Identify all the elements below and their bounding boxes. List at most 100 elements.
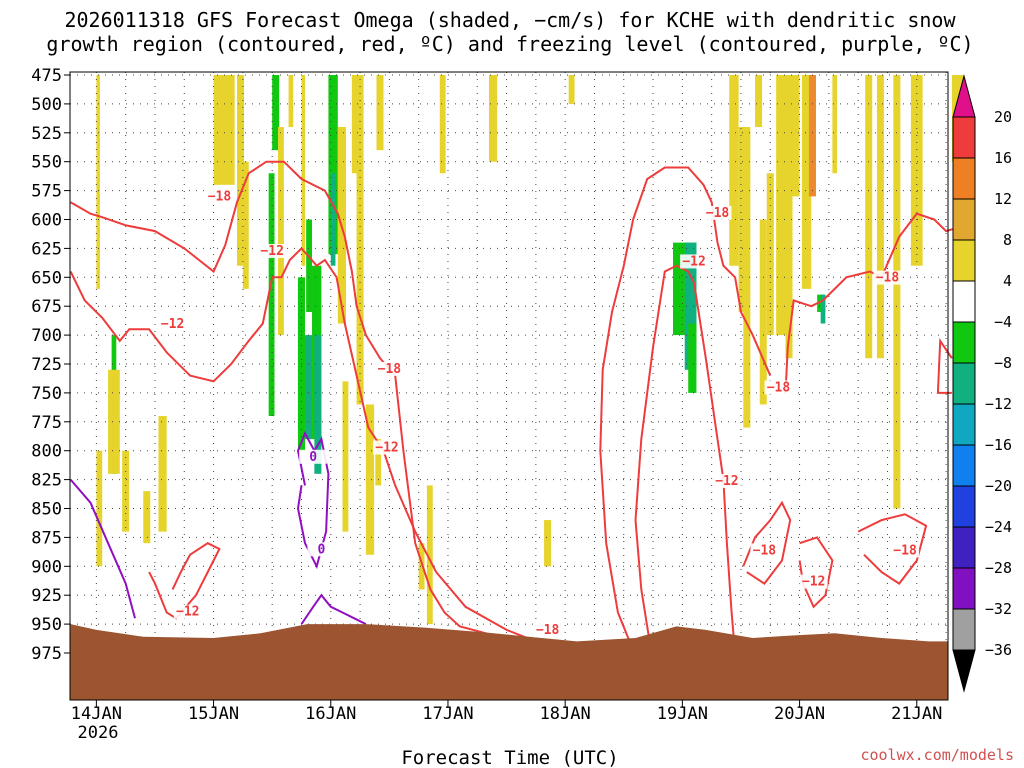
omega-shade-cell — [801, 75, 812, 289]
y-tick-label: 600 — [31, 211, 62, 231]
omega-shade-cell — [288, 75, 294, 128]
y-axis-ticks: 475 500 525 550 575 600 625 650 675 700 725 750 775 8… — [31, 66, 70, 664]
contour-label-bg — [258, 244, 287, 259]
contour-label-bg — [373, 440, 402, 455]
contour-label-bg — [703, 205, 732, 220]
contour-label-bg — [299, 449, 328, 464]
omega-shade-cell — [738, 127, 749, 312]
colorbar-label: 20 — [994, 108, 1012, 126]
colorbar-label: −24 — [985, 518, 1012, 536]
omega-shade-cell — [755, 75, 763, 128]
omega-shade-cell — [808, 75, 816, 197]
omega-shade-cell — [876, 75, 884, 359]
contour-label: −12 — [161, 317, 184, 332]
chart-title-line-2: growth region (contoured, red, ºC) and f… — [46, 32, 973, 56]
y-tick-label: 950 — [31, 615, 62, 635]
omega-shade-cell — [158, 416, 167, 532]
y-tick-label: 550 — [31, 153, 62, 173]
omega-shade-cell — [306, 219, 313, 312]
contour-line — [69, 246, 537, 643]
y-tick-label: 700 — [31, 326, 62, 346]
contour-label-bg — [873, 270, 902, 285]
contour-line — [70, 160, 578, 646]
omega-shade-cell — [568, 75, 575, 104]
colorbar-swatch — [952, 608, 976, 651]
omega-shade-cell — [785, 75, 793, 359]
omega-shade-cell — [418, 543, 425, 590]
y-tick-label: 800 — [31, 442, 62, 462]
contour-label: −18 — [378, 362, 402, 377]
omega-shade-cell — [314, 335, 322, 474]
plot-frame — [69, 71, 949, 701]
colorbar-swatch — [952, 321, 976, 364]
omega-shade-cell — [351, 75, 359, 174]
colorbar-swatch — [952, 444, 976, 487]
contour-line — [296, 431, 330, 570]
contour-line — [936, 337, 953, 394]
colorbar-swatch — [952, 157, 976, 200]
contour-label: −18 — [893, 543, 917, 558]
colorbar-label: −28 — [985, 559, 1012, 577]
contour-line — [148, 542, 221, 620]
contour-label: −12 — [682, 254, 705, 269]
colorbar-swatch — [952, 485, 976, 528]
omega-shade-cell — [488, 75, 498, 162]
chart-title-line-1: 2026011318 GFS Forecast Omega (shaded, −… — [64, 8, 956, 32]
x-tick-label: 16JAN — [305, 704, 356, 724]
omega-shade-cell — [776, 75, 786, 336]
contour-label: −18 — [876, 271, 900, 286]
colorbar-swatch — [952, 567, 976, 610]
contour-label: −12 — [375, 441, 398, 456]
omega-shade-cell — [743, 127, 751, 428]
colorbar-label: 8 — [1003, 231, 1012, 249]
x-tick-label: 17JAN — [422, 704, 473, 724]
contour-line — [857, 513, 928, 585]
contour-label-bg — [764, 380, 793, 395]
omega-shade-cell — [820, 294, 826, 324]
omega-shade-cell — [865, 75, 873, 359]
colorbar-swatch — [952, 280, 976, 323]
contour-label-bg — [173, 604, 202, 619]
omega-shade-cell — [96, 75, 100, 289]
colorbar: 20 16 12 8 4 −4 −8 −12 −16 −20 −24 −28 −32 −36 — [952, 74, 1012, 693]
contour-labels: −18 −12 −12 −18 −12 −12 −18 −18 −12 −12 −18 −18 −12 −… — [158, 189, 920, 638]
y-tick-label: 475 — [31, 66, 62, 86]
contour-label: −18 — [706, 206, 730, 221]
omega-shade-cell — [304, 335, 313, 440]
x-tick-year: 2026 — [78, 723, 119, 743]
contour-line — [634, 264, 737, 654]
omega-shade-cell — [790, 75, 800, 197]
omega-shade-cell — [375, 439, 382, 486]
x-tick-label: 15JAN — [188, 704, 239, 724]
credit-text: coolwx.com/models — [860, 746, 1014, 764]
y-tick-label: 625 — [31, 239, 62, 259]
omega-shade-cell — [684, 242, 697, 370]
colorbar-label: 4 — [1003, 272, 1012, 290]
omega-shade-cell — [328, 75, 338, 255]
omega-shade-cell — [376, 75, 384, 151]
temperature-contours — [69, 160, 955, 654]
contour-label-bg — [205, 189, 234, 204]
y-tick-label: 825 — [31, 471, 62, 491]
contour-label-bg — [533, 623, 562, 638]
y-tick-label: 675 — [31, 297, 62, 317]
contour-line — [69, 478, 136, 619]
y-tick-label: 850 — [31, 500, 62, 520]
omega-shade-cell — [143, 491, 151, 544]
omega-shade-cell — [301, 75, 305, 266]
omega-shading — [96, 75, 964, 625]
omega-shade-cell — [242, 161, 249, 289]
y-tick-label: 750 — [31, 384, 62, 404]
colorbar-label: −16 — [985, 436, 1012, 454]
colorbar-label: 12 — [994, 190, 1012, 208]
contour-line — [300, 593, 367, 625]
omega-shade-cell — [688, 323, 697, 393]
x-tick-label: 19JAN — [657, 704, 708, 724]
x-tick-label: 20JAN — [774, 704, 825, 724]
colorbar-label: 16 — [994, 149, 1012, 167]
contour-label-bg — [891, 543, 920, 558]
contour-label: −18 — [753, 543, 777, 558]
omega-shade-cell — [759, 219, 767, 405]
colorbar-swatch — [952, 116, 976, 159]
omega-shade-cell — [832, 75, 838, 174]
